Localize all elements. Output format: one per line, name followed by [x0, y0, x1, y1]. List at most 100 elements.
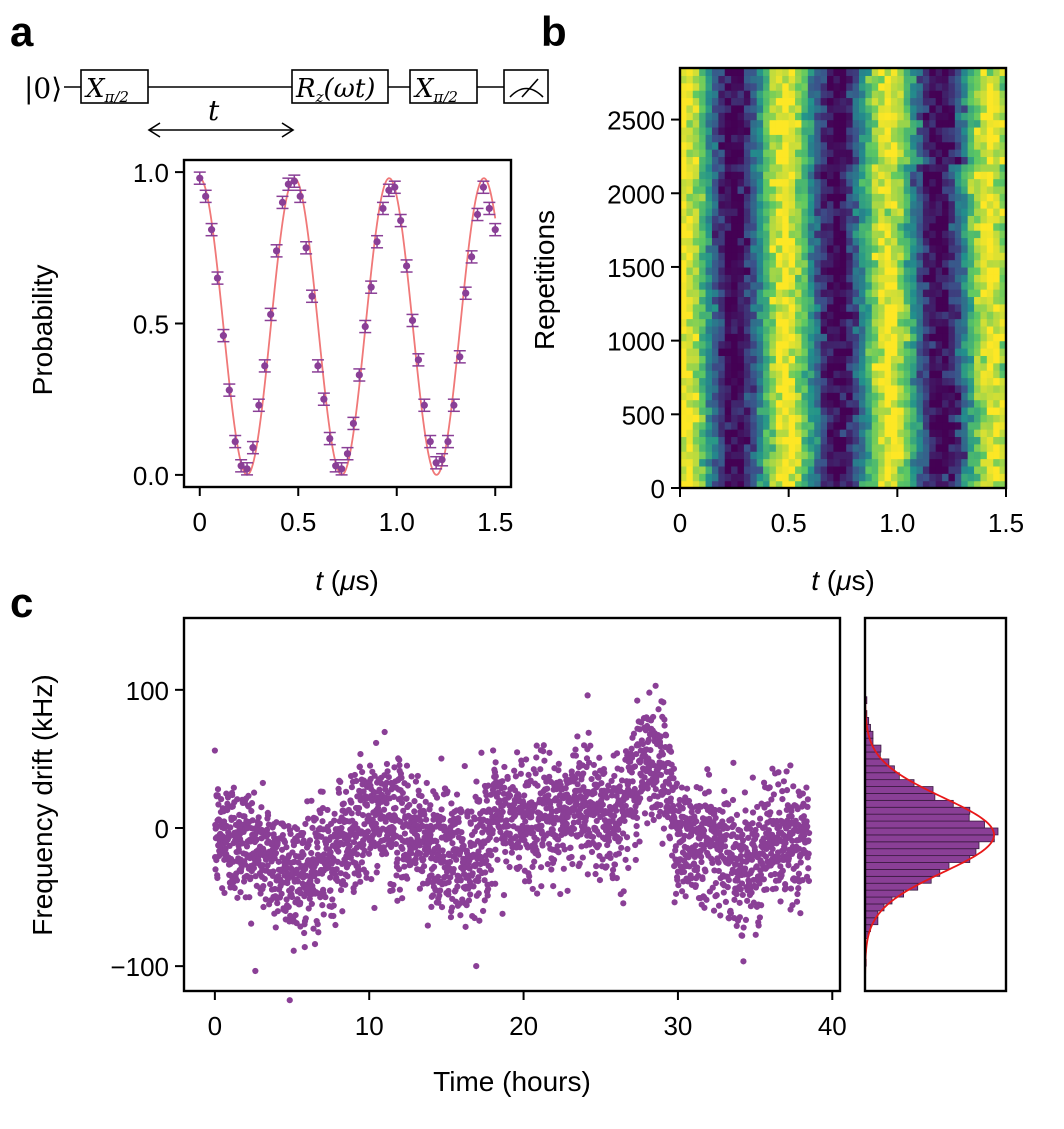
panel-b-heatmap-cell — [686, 215, 694, 224]
panel-a-marker — [272, 247, 281, 255]
panel-b-heatmap-cell — [890, 222, 898, 231]
panel-b-heatmap-cell — [986, 163, 994, 172]
panel-b-heatmap-cell — [922, 185, 930, 194]
panel-b-heatmap-cell — [961, 156, 969, 165]
panel-b-heatmap-cell — [897, 68, 905, 76]
panel-b-heatmap-cell — [897, 399, 905, 408]
panel-b-heatmap-cell — [705, 90, 713, 99]
panel-c-marker — [390, 825, 397, 832]
panel-c-marker — [311, 941, 319, 948]
panel-b-heatmap-cell — [910, 480, 918, 489]
panel-b-heatmap-cell — [929, 208, 937, 216]
panel-b-heatmap-cell — [827, 414, 835, 423]
panel-b-heatmap-row — [680, 119, 1007, 128]
panel-b-heatmap-cell — [954, 458, 962, 467]
panel-b-heatmap-cell — [699, 266, 707, 275]
panel-b-heatmap-cell — [775, 473, 783, 482]
panel-b-heatmap-cell — [731, 274, 739, 283]
panel-b-heatmap-cell — [839, 458, 847, 467]
panel-b-heatmap-cell — [801, 126, 809, 135]
panel-b-heatmap-cell — [756, 406, 764, 415]
panel-b-heatmap-cell — [743, 451, 751, 460]
panel-b-heatmap-cell — [846, 200, 854, 209]
panel-b-heatmap-cell — [680, 362, 687, 371]
panel-b-heatmap-cell — [871, 259, 879, 268]
panel-b-heatmap-cell — [782, 68, 790, 76]
panel-b-heatmap-cell — [884, 370, 892, 379]
panel-c-marker — [301, 929, 308, 937]
panel-c-marker — [308, 849, 315, 857]
panel-b-heatmap-cell — [922, 362, 930, 371]
panel-b-heatmap-cell — [731, 348, 739, 356]
panel-b-heatmap-cell — [782, 274, 790, 283]
panel-b-heatmap-cell — [763, 244, 771, 253]
panel-c-marker — [403, 762, 411, 769]
panel-b-heatmap-cell — [884, 465, 892, 474]
panel-b-heatmap-cell — [929, 325, 937, 334]
panel-b-heatmap-cell — [910, 451, 918, 460]
panel-b-heatmap-cell — [737, 377, 745, 386]
panel-a-point — [264, 307, 277, 322]
panel-b-heatmap-cell — [737, 149, 745, 158]
panel-b-heatmap-cell — [999, 185, 1007, 194]
panel-b-heatmap-cell — [839, 200, 847, 209]
panel-c-marker — [264, 862, 271, 869]
panel-b-heatmap-cell — [692, 340, 700, 349]
panel-b-heatmap-cell — [801, 266, 809, 275]
panel-c-marker — [501, 784, 508, 791]
panel-b-heatmap-cell — [763, 436, 771, 445]
panel-b-heatmap-cell — [692, 149, 700, 158]
panel-b-heatmap-cell — [750, 156, 758, 165]
panel-b-heatmap-cell — [878, 458, 886, 467]
panel-b-heatmap-cell — [763, 193, 771, 202]
panel-b-heatmap-cell — [910, 348, 918, 356]
panel-b-heatmap-cell — [993, 377, 1001, 386]
panel-b-heatmap-cell — [961, 75, 969, 84]
panel-b-heatmap-cell — [942, 193, 950, 202]
panel-b-heatmap-cell — [954, 156, 962, 165]
panel-b-heatmap-cell — [865, 340, 873, 349]
panel-c-marker — [230, 784, 237, 791]
panel-c-marker — [508, 849, 515, 856]
panel-c-marker — [354, 851, 361, 858]
panel-b-heatmap-cell — [884, 436, 892, 445]
panel-b-heatmap-cell — [961, 281, 969, 290]
panel-b-heatmap-cell — [954, 215, 962, 224]
panel-b-heatmap-cell — [763, 230, 771, 239]
panel-b-heatmap-cell — [807, 149, 815, 158]
panel-b-heatmap-cell — [827, 126, 835, 135]
panel-b-heatmap-cell — [852, 112, 860, 121]
panel-c-marker — [342, 881, 349, 888]
panel-c-marker — [555, 760, 562, 767]
panel-a-point — [353, 368, 366, 382]
panel-b-heatmap-cell — [910, 200, 918, 209]
panel-b-heatmap-cell — [954, 480, 962, 489]
panel-b-heatmap-cell — [724, 230, 732, 239]
panel-b-heatmap-cell — [942, 370, 950, 379]
panel-b-heatmap-cell — [954, 82, 962, 91]
panel-b-heatmap-cell — [916, 429, 924, 438]
panel-b-heatmap-cell — [954, 414, 962, 423]
panel-b-heatmap-cell — [705, 414, 713, 423]
panel-b-heatmap-cell — [769, 406, 777, 415]
panel-a-point — [246, 440, 259, 455]
panel-b-heatmap-cell — [948, 318, 956, 327]
panel-b-heatmap-cell — [865, 289, 873, 298]
panel-b-heatmap-cell — [699, 406, 707, 415]
panel-b-heatmap-cell — [692, 171, 700, 180]
panel-b-heatmap-cell — [852, 355, 860, 364]
panel-b-heatmap-cell — [878, 274, 886, 283]
panel-b-heatmap-cell — [986, 68, 994, 76]
panel-b-heatmap-cell — [910, 222, 918, 231]
panel-c-marker — [259, 862, 266, 869]
panel-b-heatmap-row — [680, 296, 1007, 305]
panel-b-heatmap-cell — [974, 355, 982, 364]
panel-b-heatmap-cell — [852, 119, 860, 128]
panel-b-heatmap-cell — [731, 252, 739, 261]
panel-b-heatmap-cell — [858, 443, 866, 452]
panel-b-heatmap-cell — [711, 222, 719, 231]
panel-b-heatmap-cell — [967, 185, 975, 194]
panel-b-heatmap-cell — [788, 348, 796, 356]
panel-b-heatmap-cell — [974, 414, 982, 423]
panel-c-marker — [457, 877, 464, 884]
